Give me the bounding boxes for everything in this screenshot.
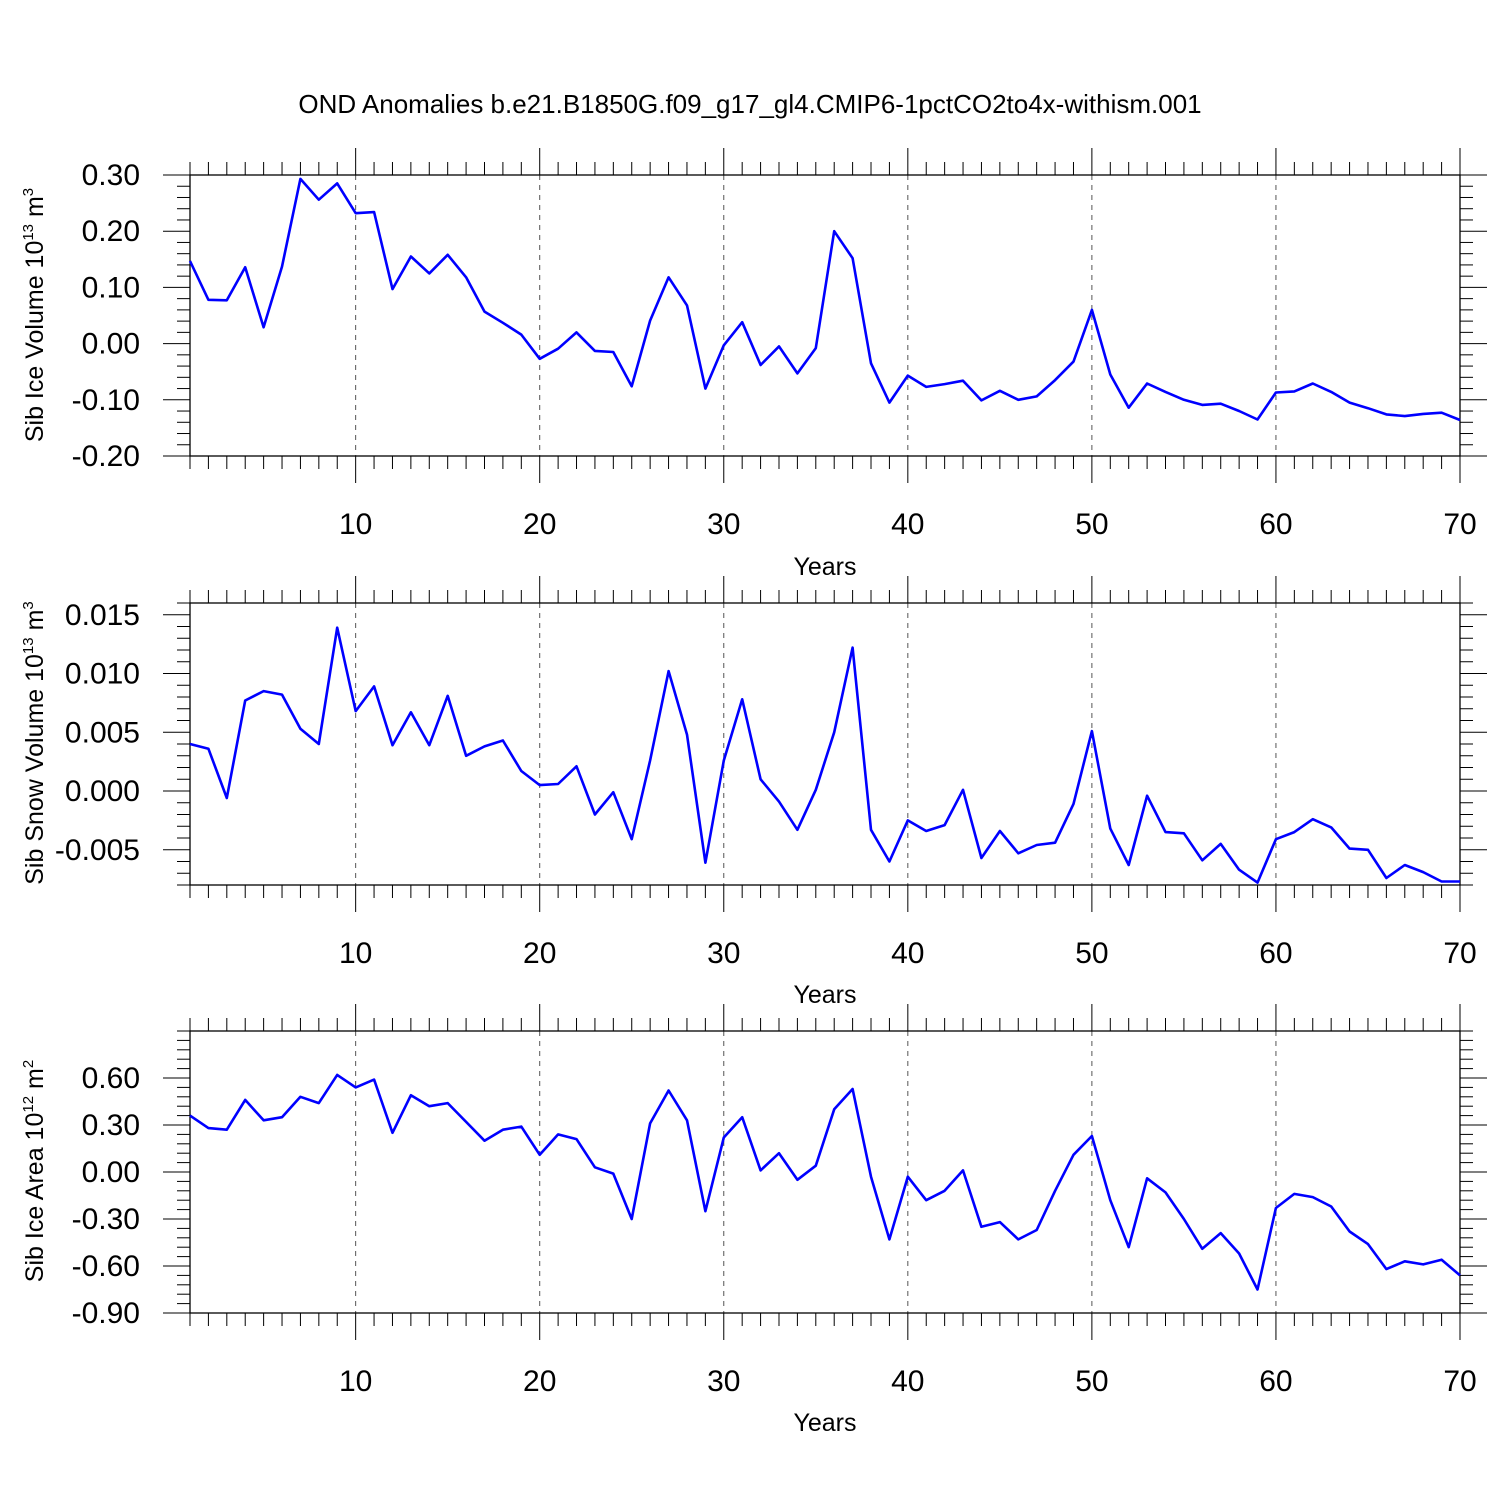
snow-volume-y-tick-label: 0.010 [65,658,140,691]
ice-area-xlabel: Years [793,1409,856,1437]
figure-title: OND Anomalies b.e21.B1850G.f09_g17_gl4.C… [298,89,1201,119]
ice-area-y-tick-label: 0.00 [82,1156,140,1189]
ice-area-x-tick-label: 70 [1443,1365,1476,1398]
ice-area-y-tick-label: -0.30 [72,1203,140,1236]
ice-area-plot-frame [189,1030,1461,1314]
ice-area-y-tick-label: 0.30 [82,1109,140,1142]
ice-area-y-tick-label: -0.60 [72,1250,140,1283]
snow-volume-y-tick-label: 0.005 [65,716,140,749]
snow-volume-series-line [189,626,1460,884]
snow-volume-x-tick-label: 20 [523,937,556,970]
ice-area-panel: Sib Ice Area 1012 m2 Years -0.90 -0.60 -0.… [20,1004,1487,1437]
ice-volume-x-tick-label: 40 [891,508,924,541]
ice-area-series-line [189,1073,1461,1291]
ice-volume-y-tick-label: 0.20 [82,215,140,248]
ice-volume-xlabel: Years [793,553,856,581]
ice-area-x-tick-label: 60 [1259,1365,1292,1398]
ice-volume-y-tick-label: 0.10 [82,271,140,304]
snow-volume-y-tick-label: -0.005 [55,834,140,867]
ice-volume-x-tick-label: 20 [523,508,556,541]
ice-area-x-tick-label: 40 [891,1365,924,1398]
ice-volume-x-tick-label: 60 [1259,508,1292,541]
snow-volume-x-tick-label: 60 [1259,937,1292,970]
ice-volume-x-tick-label: 30 [707,508,740,541]
ice-area-y-tick-label: -0.90 [72,1297,140,1330]
ice-area-x-tick-label: 30 [707,1365,740,1398]
ice-volume-y-tick-label: -0.20 [72,440,140,473]
snow-volume-x-tick-label: 70 [1443,937,1476,970]
ice-volume-x-tick-label: 10 [339,508,372,541]
ice-area-x-tick-label: 10 [339,1365,372,1398]
ice-area-x-tick-label: 50 [1075,1365,1108,1398]
ice-volume-series-line [188,177,1461,422]
ice-area-x-tick-label: 20 [523,1365,556,1398]
ice-volume-panel: Sib Ice Volume 1013 m3 Years -0.20 -0.10 0… [20,148,1487,581]
ice-volume-y-tick-label: 0.00 [82,328,140,361]
ice-area-y-tick-label: 0.60 [82,1062,140,1095]
ice-volume-x-tick-label: 70 [1443,508,1476,541]
snow-volume-y-tick-label: 0.000 [65,775,140,808]
snow-volume-x-tick-label: 40 [891,937,924,970]
snow-volume-y-tick-label: 0.015 [65,599,140,632]
ice-volume-y-tick-label: -0.10 [72,384,140,417]
ice-volume-plot-frame [189,174,1461,457]
snow-volume-ylabel: Sib Snow Volume 1013 m3 [20,601,49,885]
snow-volume-panel: Sib Snow Volume 1013 m3 Years -0.005 0.00… [20,576,1487,1009]
ice-volume-ylabel: Sib Ice Volume 1013 m3 [20,188,49,442]
ice-area-ylabel: Sib Ice Area 1012 m2 [20,1060,49,1282]
snow-volume-x-tick-label: 30 [707,937,740,970]
snow-volume-x-tick-label: 50 [1075,937,1108,970]
snow-volume-xlabel: Years [793,981,856,1009]
snow-volume-x-tick-label: 10 [339,937,372,970]
ice-volume-y-tick-label: 0.30 [82,159,140,192]
ice-volume-x-tick-label: 50 [1075,508,1108,541]
